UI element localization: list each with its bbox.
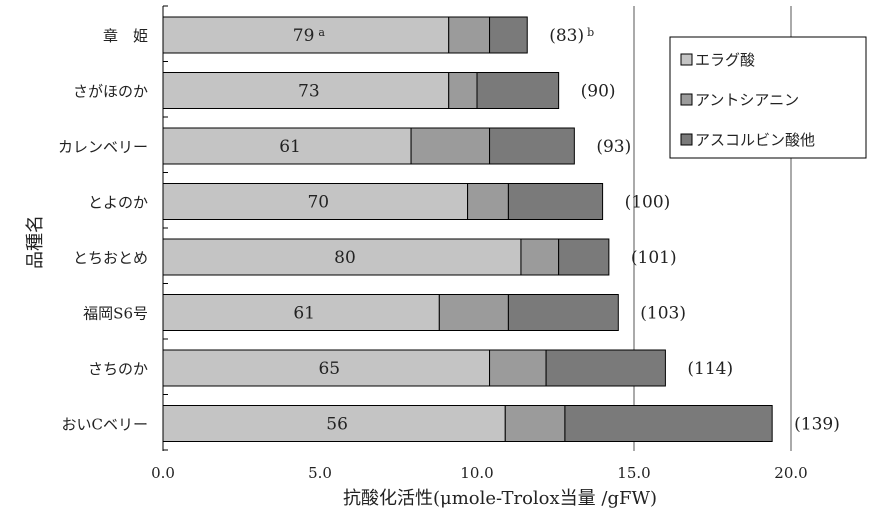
bar-segment-2: [467, 183, 509, 220]
bar-segment-3: [489, 127, 575, 165]
category-label: カレンベリー: [58, 138, 148, 156]
category-label: とちおとめ: [73, 249, 148, 267]
bar-data-label: 65: [318, 359, 340, 379]
bar-data-label: 73: [298, 82, 320, 102]
x-axis-title: 抗酸化活性(μmole-Trolox当量 /gFW): [343, 488, 657, 509]
bar-total-label: (139): [794, 415, 840, 435]
category-label: さがほのか: [73, 83, 148, 101]
bars: [162, 16, 773, 442]
bar-data-label: 56: [326, 415, 348, 435]
bar-segment-2: [448, 16, 491, 54]
bar-total-label: (83) b: [549, 26, 594, 46]
bar-segment-3: [564, 405, 773, 442]
bar-segment-2: [448, 72, 478, 109]
bar-total-label: (93): [596, 137, 631, 157]
bar-data-label: 61: [279, 137, 301, 157]
legend-label-anthocyanin: アントシアニン: [695, 91, 799, 109]
x-tick-label: 15.0: [617, 464, 650, 482]
bar-segment-1: [162, 238, 522, 276]
category-label: さちのか: [88, 360, 148, 378]
bar-total-label: (103): [640, 304, 686, 324]
bar-total-label: (90): [581, 82, 616, 102]
category-label: とよのか: [88, 194, 148, 212]
category-label: 章 姫: [103, 27, 148, 45]
legend-swatch-ascorbic: [680, 133, 693, 146]
bar-segment-3: [489, 16, 528, 54]
category-label: おいCベリー: [62, 416, 148, 434]
bar-data-label: 70: [307, 193, 329, 213]
bar-segment-2: [489, 349, 547, 387]
bar-total-label: (101): [631, 248, 677, 268]
legend-box: [669, 36, 867, 159]
x-tick-label: 0.0: [151, 464, 175, 482]
bar-segment-3: [507, 294, 619, 331]
legend: エラグ酸 アントシアニン アスコルビン酸他: [669, 36, 867, 159]
bar-segment-3: [545, 349, 666, 387]
bar-segment-2: [504, 405, 566, 442]
bar-segment-1: [162, 127, 412, 165]
bar-total-label: (100): [625, 193, 671, 213]
bar-segment-3: [558, 238, 610, 276]
bar-segment-2: [520, 238, 560, 276]
axes: [162, 5, 168, 451]
bar-segment-2: [438, 294, 509, 331]
legend-label-ascorbic: アスコルビン酸他: [695, 131, 815, 149]
bar-data-label: 80: [334, 248, 356, 268]
y-axis-title: 品種名: [25, 215, 46, 269]
bar-data-label: 61: [293, 304, 315, 324]
bar-segment-1: [162, 183, 469, 220]
legend-label-ellagic: エラグ酸: [695, 51, 755, 69]
legend-swatch-ellagic: [680, 53, 693, 66]
bar-total-label: (114): [687, 359, 733, 379]
bar-segment-1: [162, 405, 506, 442]
category-label: 福岡S6号: [83, 305, 148, 323]
legend-swatch-anthocyanin: [680, 93, 693, 106]
x-tick-label: 5.0: [308, 464, 332, 482]
x-tick-label: 20.0: [774, 464, 807, 482]
bar-segment-3: [476, 72, 560, 109]
x-tick-label: 10.0: [460, 464, 493, 482]
bar-segment-3: [507, 183, 604, 220]
bar-segment-2: [410, 127, 491, 165]
